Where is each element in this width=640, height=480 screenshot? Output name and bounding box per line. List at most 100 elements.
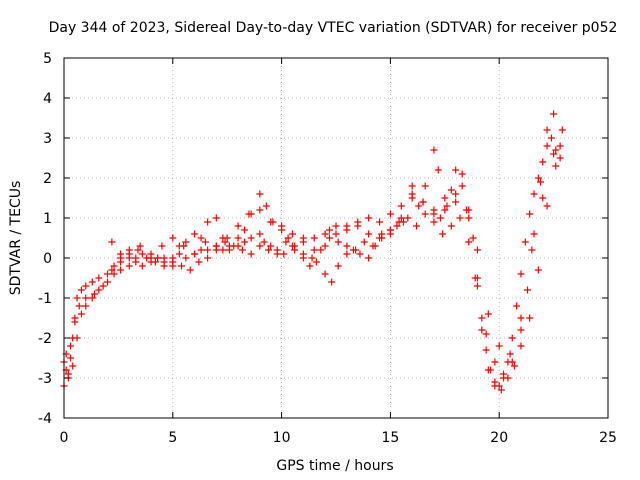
x-axis-label: GPS time / hours [276, 458, 393, 474]
data-point [517, 314, 525, 322]
data-point [556, 154, 564, 162]
data-point [104, 278, 112, 286]
data-point [182, 238, 190, 246]
data-point [265, 246, 273, 254]
y-tick-label: -3 [38, 371, 52, 387]
data-point [77, 286, 85, 294]
y-tick-label: -4 [38, 411, 52, 427]
data-point [288, 230, 296, 238]
data-point [234, 234, 242, 242]
data-point [365, 254, 373, 262]
data-point [506, 350, 514, 358]
data-point [160, 262, 168, 270]
data-point [325, 234, 333, 242]
data-point [82, 294, 90, 302]
data-point [528, 246, 536, 254]
data-point [175, 250, 183, 258]
data-point [482, 330, 490, 338]
data-point [321, 230, 329, 238]
data-point [191, 230, 199, 238]
data-point [160, 254, 168, 262]
x-tick-label: 10 [273, 430, 291, 446]
data-point [482, 346, 490, 354]
data-point [484, 310, 492, 318]
data-point [182, 254, 190, 262]
data-point [138, 262, 146, 270]
data-point [77, 310, 85, 318]
data-point [73, 294, 81, 302]
data-point [458, 170, 466, 178]
data-point [376, 218, 384, 226]
data-point [441, 206, 449, 214]
data-point [195, 258, 203, 266]
data-point [241, 226, 249, 234]
data-point [154, 254, 162, 262]
y-tick-label: -2 [38, 331, 52, 347]
data-point [178, 262, 186, 270]
data-point [234, 222, 242, 230]
y-axis-label: SDTVAR / TECUs [8, 181, 24, 296]
data-point [386, 226, 394, 234]
data-point [458, 182, 466, 190]
data-point [552, 146, 560, 154]
data-point [273, 250, 281, 258]
data-point [517, 342, 525, 350]
data-point [517, 326, 525, 334]
data-point [117, 266, 125, 274]
data-point [343, 242, 351, 250]
data-point [212, 242, 220, 250]
data-point [321, 242, 329, 250]
data-point [282, 238, 290, 246]
data-point [317, 246, 325, 254]
data-point [197, 246, 205, 254]
plot-frame [63, 57, 609, 419]
data-point [513, 302, 521, 310]
data-point [547, 134, 555, 142]
data-point [543, 142, 551, 150]
data-point [147, 254, 155, 262]
data-point [463, 206, 471, 214]
data-point [306, 262, 314, 270]
data-point [108, 238, 116, 246]
data-point [491, 358, 499, 366]
data-point [393, 222, 401, 230]
data-point [221, 238, 229, 246]
data-point [386, 210, 394, 218]
data-point [310, 246, 318, 254]
data-point [430, 218, 438, 226]
x-tick-label: 15 [381, 430, 399, 446]
data-point [125, 262, 133, 270]
data-point [510, 362, 518, 370]
data-point [334, 262, 342, 270]
data-point [260, 238, 268, 246]
grid [64, 58, 608, 418]
data-point [408, 182, 416, 190]
x-tick-label: 5 [168, 430, 177, 446]
y-tick-label: 3 [43, 131, 52, 147]
data-point [95, 286, 103, 294]
data-point [108, 266, 116, 274]
data-point [280, 250, 288, 258]
data-point [471, 274, 479, 282]
data-point [508, 334, 516, 342]
data-point [134, 246, 142, 254]
data-point [415, 202, 423, 210]
data-point [473, 246, 481, 254]
y-tick-label: 4 [43, 91, 52, 107]
data-point [204, 218, 212, 226]
data-point [526, 210, 534, 218]
y-tick-label: 0 [43, 251, 52, 267]
data-point [169, 262, 177, 270]
data-point [125, 246, 133, 254]
data-point [169, 234, 177, 242]
data-point [452, 190, 460, 198]
data-point [534, 266, 542, 274]
data-point [299, 234, 307, 242]
data-point [447, 222, 455, 230]
x-tick-label: 20 [490, 430, 508, 446]
data-point [378, 230, 386, 238]
data-point [452, 198, 460, 206]
data-point [508, 358, 516, 366]
data-point [99, 282, 107, 290]
